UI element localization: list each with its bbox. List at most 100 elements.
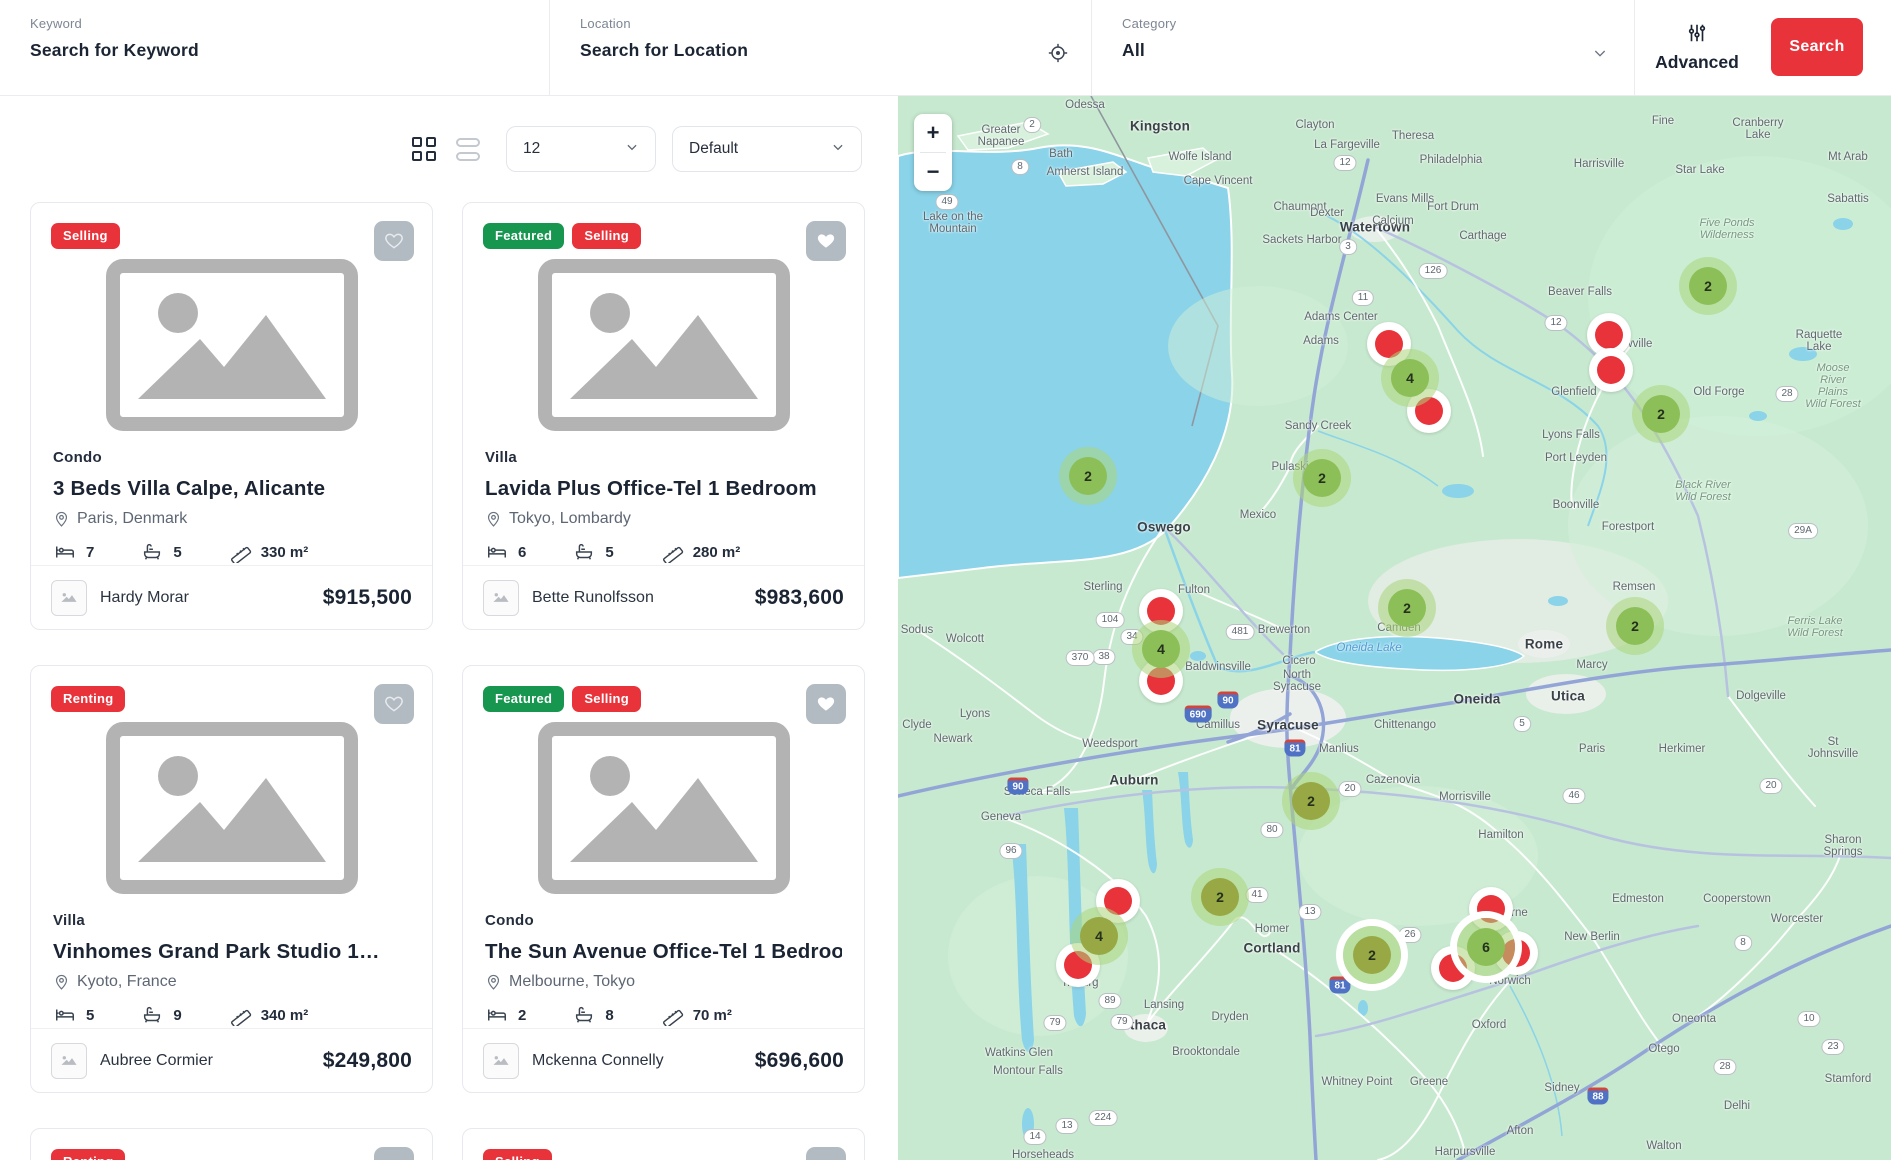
map-property-marker[interactable]: [1407, 389, 1451, 433]
route-shield: 49: [935, 194, 959, 210]
favorite-button[interactable]: [374, 221, 414, 261]
map-cluster-marker[interactable]: 4: [1070, 907, 1128, 965]
location-field[interactable]: Location Search for Location: [549, 0, 1091, 95]
property-title[interactable]: Vinhomes Grand Park Studio 1…: [53, 940, 380, 963]
property-type: Villa: [485, 449, 518, 466]
grid-view-icon[interactable]: [412, 137, 436, 161]
property-card[interactable]: Featured Selling Condo The Sun Avenue Off…: [462, 665, 865, 1093]
property-features: 2 8 70 m²: [485, 1004, 842, 1026]
map-cluster-marker[interactable]: 4: [1132, 620, 1190, 678]
map-cluster-marker[interactable]: 2: [1191, 868, 1249, 926]
interstate-shield: 690: [1184, 705, 1212, 723]
baths-feature: 8: [572, 1004, 614, 1026]
property-type: Condo: [485, 912, 534, 929]
map[interactable]: + − Kingston Watertown Syracuse Utica Oswego…: [898, 96, 1891, 1160]
baths-feature: 5: [572, 541, 614, 563]
category-value[interactable]: All: [1122, 40, 1145, 60]
property-type: Condo: [53, 449, 102, 466]
map-cluster-marker[interactable]: 2: [1282, 772, 1340, 830]
map-cluster-marker[interactable]: 2: [1059, 447, 1117, 505]
badges: Featured Selling: [483, 223, 642, 249]
image-placeholder-icon: [537, 259, 790, 431]
avatar-placeholder-icon: [493, 593, 509, 602]
map-property-marker[interactable]: [1589, 348, 1633, 392]
sliders-icon: [1686, 22, 1708, 49]
bed-icon: [488, 1009, 506, 1021]
category-field[interactable]: Category All: [1091, 0, 1634, 95]
route-shield: 8: [1734, 935, 1752, 951]
property-title[interactable]: The Sun Avenue Office-Tel 1 Bedroom: [485, 940, 842, 963]
route-shield: 46: [1562, 788, 1586, 804]
favorite-button[interactable]: [806, 684, 846, 724]
route-shield: 28: [1713, 1059, 1737, 1075]
route-shield: 481: [1225, 624, 1255, 640]
ruler-icon: [230, 1009, 251, 1026]
map-property-marker[interactable]: [1587, 313, 1631, 357]
advanced-filters-button[interactable]: Advanced: [1634, 0, 1759, 95]
map-cluster-marker[interactable]: 4: [1381, 349, 1439, 407]
beds-feature: 7: [53, 541, 94, 563]
area-feature: 280 m²: [660, 541, 740, 563]
property-features: 6 5 280 m²: [485, 541, 842, 563]
map-cluster-marker[interactable]: 2: [1679, 257, 1737, 315]
route-shield: 126: [1418, 263, 1448, 279]
ruler-icon: [662, 546, 683, 563]
per-page-select[interactable]: 12: [506, 126, 656, 172]
map-cluster-marker[interactable]: 2: [1293, 449, 1351, 507]
search-button[interactable]: Search: [1771, 18, 1863, 76]
map-cluster-marker[interactable]: 2: [1606, 597, 1664, 655]
property-card[interactable]: Renting Villa Vinhomes Grand Park Studio…: [30, 665, 433, 1093]
route-shield: 79: [1110, 1014, 1134, 1030]
property-card[interactable]: Selling: [462, 1128, 865, 1160]
avatar-placeholder-icon: [61, 593, 77, 602]
keyword-input[interactable]: Search for Keyword: [30, 40, 199, 60]
image-placeholder-icon: [105, 259, 358, 431]
geolocate-icon[interactable]: [1047, 42, 1069, 69]
map-cluster-marker[interactable]: 2: [1632, 385, 1690, 443]
map-cluster-marker[interactable]: 6: [1457, 918, 1515, 976]
agent-name[interactable]: Bette Runolfsson: [532, 588, 654, 606]
favorite-button[interactable]: [806, 221, 846, 261]
interstate-shield: 81: [1329, 976, 1351, 994]
area-feature: 330 m²: [228, 541, 308, 563]
property-card[interactable]: Featured Selling Villa Lavida Plus Office…: [462, 202, 865, 630]
status-badge: Selling: [51, 223, 120, 249]
agent-avatar: [51, 1042, 87, 1079]
agent-name[interactable]: Mckenna Connelly: [532, 1051, 664, 1069]
route-shield: 89: [1098, 993, 1122, 1009]
badges: Renting: [51, 1149, 126, 1160]
favorite-button[interactable]: [374, 684, 414, 724]
route-shield: 104: [1095, 612, 1125, 628]
status-badge: Featured: [483, 686, 565, 712]
zoom-in-button[interactable]: +: [914, 114, 952, 152]
bed-icon: [56, 546, 74, 558]
property-features: 5 9 340 m²: [53, 1004, 410, 1026]
favorite-button[interactable]: [806, 1147, 846, 1160]
zoom-out-button[interactable]: −: [914, 153, 952, 191]
location-pin-icon: [55, 511, 68, 527]
property-card[interactable]: Selling Condo 3 Beds Villa Calpe, Alican…: [30, 202, 433, 630]
route-shield: 13: [1298, 904, 1322, 920]
sort-select[interactable]: Default: [672, 126, 862, 172]
map-cluster-marker[interactable]: 2: [1378, 579, 1436, 637]
route-shield: 26: [1398, 927, 1422, 943]
property-location: Tokyo, Lombardy: [485, 510, 842, 528]
keyword-field[interactable]: Keyword Search for Keyword: [0, 0, 549, 95]
agent-name[interactable]: Aubree Cormier: [100, 1051, 213, 1069]
route-shield: 80: [1260, 822, 1284, 838]
property-title[interactable]: 3 Beds Villa Calpe, Alicante: [53, 477, 326, 500]
agent-name[interactable]: Hardy Morar: [100, 588, 189, 606]
image-placeholder-icon: [105, 722, 358, 894]
location-input[interactable]: Search for Location: [580, 40, 749, 60]
list-view-icon[interactable]: [456, 137, 480, 161]
property-card[interactable]: Renting: [30, 1128, 433, 1160]
status-badge: Renting: [51, 686, 126, 712]
favorite-button[interactable]: [374, 1147, 414, 1160]
route-shield: 2: [1023, 117, 1041, 133]
image-placeholder-icon: [537, 722, 790, 894]
search-bar: Keyword Search for Keyword Location Sear…: [0, 0, 1891, 96]
property-title[interactable]: Lavida Plus Office-Tel 1 Bedroom: [485, 477, 817, 500]
bed-icon: [56, 1009, 74, 1021]
route-shield: 38: [1092, 649, 1116, 665]
map-cluster-marker[interactable]: 2: [1343, 926, 1401, 984]
